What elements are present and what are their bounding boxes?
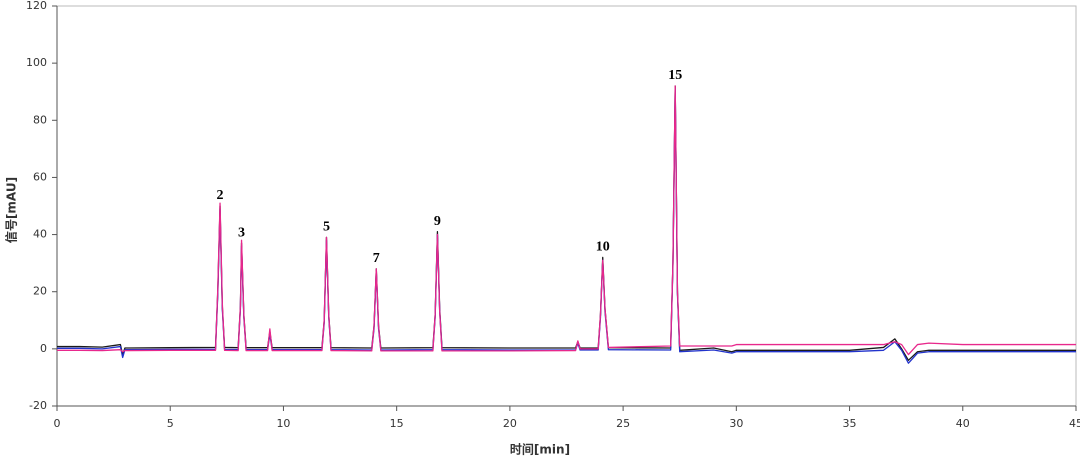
x-tick-label: 0 [54,417,61,430]
x-tick-label: 35 [843,417,857,430]
y-tick-label: 0 [40,342,47,355]
x-tick-label: 25 [616,417,630,430]
x-tick-label: 30 [729,417,743,430]
x-tick-label: 20 [503,417,517,430]
y-tick-label: 60 [33,170,47,183]
y-tick-label: 80 [33,113,47,126]
peak-label: 15 [668,68,682,83]
peak-label: 9 [434,214,441,229]
x-tick-label: 40 [956,417,970,430]
series-line [57,88,1076,364]
peak-label: 5 [323,220,330,235]
x-tick-label: 5 [167,417,174,430]
peak-label: 3 [238,225,245,240]
peak-label: 7 [373,251,380,266]
y-tick-label: 100 [26,56,47,69]
peak-label: 2 [217,188,224,203]
y-axis-label: 信号[mAU] [4,177,19,243]
x-tick-label: 15 [390,417,404,430]
plot-frame [56,5,1077,407]
x-tick-label: 45 [1069,417,1080,430]
x-axis-label: 时间[min] [510,442,570,457]
y-tick-label: 40 [33,228,47,241]
series-line [57,85,1076,361]
y-tick-label: 20 [33,285,47,298]
series-line [57,85,1076,356]
peak-label: 10 [596,240,610,255]
x-tick-label: 10 [276,417,290,430]
y-tick-label: 120 [26,0,47,12]
y-tick-label: -20 [29,399,47,412]
